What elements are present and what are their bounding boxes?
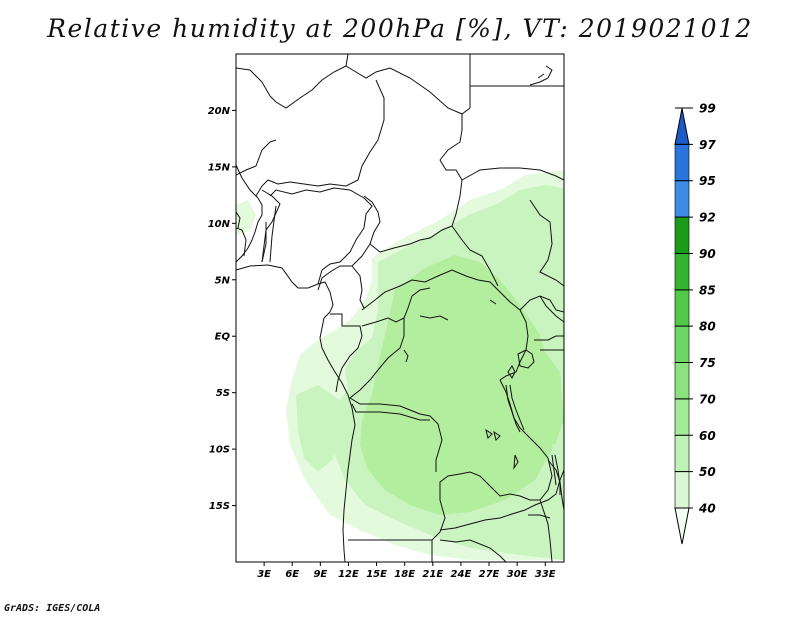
country-borders bbox=[236, 54, 564, 562]
humidity-region-southwest bbox=[296, 385, 345, 472]
colorbar-swatch bbox=[674, 144, 690, 182]
colorbar-label: 85 bbox=[699, 283, 716, 297]
map-frame bbox=[235, 53, 565, 563]
lon-axis: 3E 6E 9E 12E 15E 18E 21E 24E 27E 30E 33E bbox=[257, 562, 556, 580]
border-sahara bbox=[236, 54, 349, 109]
border-zambia-south bbox=[439, 469, 564, 531]
lon-tick-label: 3E bbox=[257, 569, 271, 580]
colorbar-label: 80 bbox=[699, 320, 716, 334]
congo-river-marks bbox=[403, 299, 551, 519]
footer-credit: GrADS: IGES/COLA bbox=[4, 603, 101, 614]
colorbar-swatch bbox=[674, 398, 690, 436]
lon-tick-label: 12E bbox=[338, 569, 359, 580]
lat-tick-label: 10N bbox=[208, 219, 231, 230]
colorbar-label: 70 bbox=[699, 392, 716, 406]
lon-tick-label: 33E bbox=[535, 569, 556, 580]
colorbar-swatch bbox=[674, 434, 690, 472]
colorbar-swatch bbox=[674, 507, 690, 545]
lake-malawi bbox=[551, 454, 561, 495]
colorbar-swatch bbox=[674, 471, 690, 509]
lon-tick-label: 24E bbox=[451, 569, 472, 580]
humidity-region-east bbox=[520, 352, 564, 445]
colorbar-swatch bbox=[674, 325, 690, 363]
border-nigeria bbox=[269, 187, 373, 285]
colorbar-label: 92 bbox=[699, 211, 716, 225]
lat-tick-label: 5N bbox=[215, 275, 231, 286]
colorbar-label: 90 bbox=[699, 247, 716, 261]
map-title: Relative humidity at 200hPa [%], VT: 201… bbox=[47, 14, 753, 43]
border-mali-niger bbox=[255, 79, 385, 197]
colorbar-label: 75 bbox=[699, 356, 716, 370]
colorbar-swatch bbox=[674, 289, 690, 327]
lon-tick-label: 6E bbox=[285, 569, 299, 580]
lat-tick-label: 5S bbox=[216, 388, 230, 399]
border-libya-algeria bbox=[345, 54, 471, 115]
colorbar-label: 60 bbox=[699, 429, 716, 443]
border-guinea bbox=[236, 211, 247, 257]
lake-mweru bbox=[485, 428, 501, 441]
border-benin-togo bbox=[261, 205, 277, 263]
colorbar-label: 99 bbox=[699, 102, 716, 116]
lat-tick-label: 15N bbox=[208, 162, 231, 173]
coast-red-sea bbox=[529, 65, 553, 86]
lake-kivu bbox=[507, 365, 516, 379]
colorbar-label: 50 bbox=[699, 465, 716, 479]
lat-axis: 20N 15N 10N 5N EQ 5S 10S 15S bbox=[208, 106, 236, 512]
lon-tick-label: 9E bbox=[313, 569, 327, 580]
lon-tick-label: 18E bbox=[394, 569, 415, 580]
border-west-africa bbox=[236, 139, 277, 176]
coastline bbox=[236, 164, 356, 562]
lon-tick-label: 21E bbox=[422, 569, 443, 580]
lat-tick-label: EQ bbox=[215, 332, 231, 343]
border-drc bbox=[349, 318, 443, 472]
colorbar-swatch bbox=[674, 108, 690, 145]
border-chad bbox=[363, 114, 463, 253]
border-namibia-botswana bbox=[431, 539, 507, 562]
lat-tick-label: 10S bbox=[209, 445, 230, 456]
lat-tick-label: 15S bbox=[209, 501, 230, 512]
colorbar-swatch bbox=[674, 216, 690, 254]
border-drc-east bbox=[439, 379, 553, 501]
border-angola-zambia bbox=[348, 482, 446, 541]
colorbar-swatch bbox=[674, 362, 690, 400]
colorbar-label: 95 bbox=[699, 174, 716, 188]
lon-tick-label: 30E bbox=[507, 569, 528, 580]
colorbar-swatch bbox=[674, 253, 690, 291]
humidity-region-core bbox=[360, 255, 556, 515]
colorbar-swatch bbox=[674, 180, 690, 218]
colorbar-label: 97 bbox=[699, 138, 716, 152]
border-cameroon bbox=[317, 243, 371, 309]
lon-tick-label: 15E bbox=[366, 569, 387, 580]
lake-tanganyika bbox=[505, 384, 525, 433]
border-uganda-kenya bbox=[499, 295, 564, 381]
colorbar-label: 40 bbox=[698, 502, 716, 516]
lon-tick-label: 27E bbox=[479, 569, 500, 580]
border-sudan-south bbox=[461, 167, 564, 313]
colorbar: 40 50 60 70 75 80 85 90 92 95 97 99 bbox=[674, 102, 716, 545]
border-car bbox=[361, 225, 521, 311]
lake-victoria bbox=[517, 349, 535, 369]
lat-tick-label: 20N bbox=[208, 106, 231, 117]
humidity-fill bbox=[236, 170, 564, 560]
